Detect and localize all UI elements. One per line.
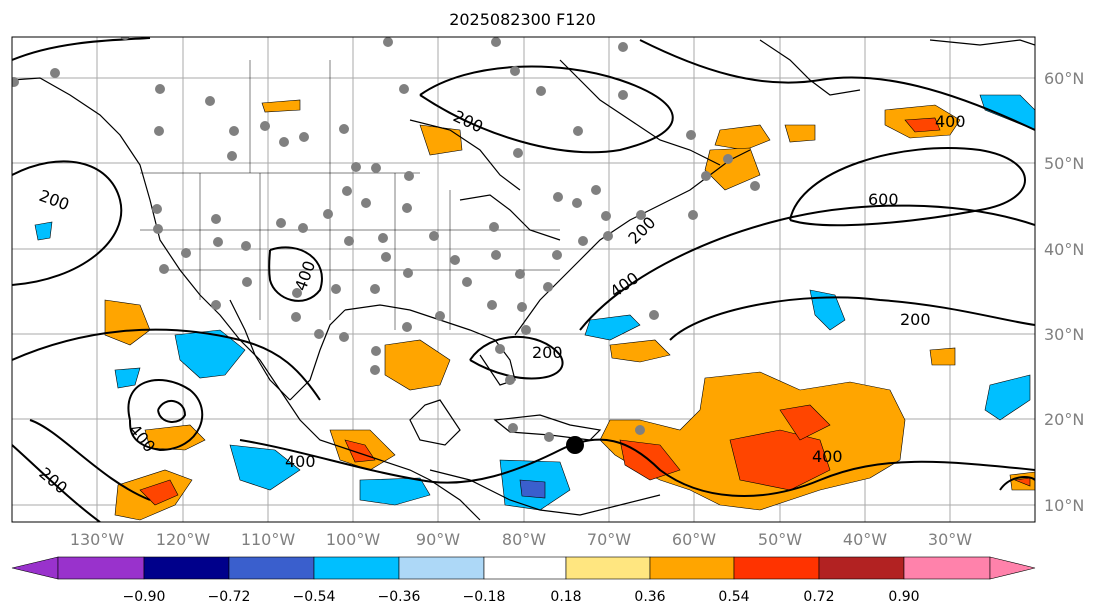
colorbar-tick: −0.36 [378,589,421,605]
lon-label: 30°W [928,530,972,549]
lat-label: 60°N [1044,69,1084,88]
colorbar-tick: −0.90 [123,589,166,605]
latitude-labels: 60°N 50°N 40°N 30°N 20°N 10°N [1044,69,1084,515]
colorbar-segment [483,556,567,580]
colorbar-segment [903,556,991,580]
lat-label: 40°N [1044,240,1084,259]
colorbar-segment [228,556,315,580]
colorbar-tick: 0.54 [718,589,749,605]
colorbar-segment [57,556,145,580]
lon-label: 70°W [587,530,631,549]
contour-label: 400 [812,447,843,466]
colorbar-tick: 0.36 [634,589,665,605]
contours [12,37,1035,522]
colorbar-tick: −0.54 [293,589,336,605]
colorbar-tick: 0.90 [888,589,919,605]
colorbar [11,556,1036,580]
map-title: 2025082300 F120 [449,10,596,29]
lat-label: 30°N [1044,325,1084,344]
state-borders [140,60,560,330]
lat-label: 50°N [1044,154,1084,173]
lon-label: 130°W [70,530,125,549]
contour-label: 200 [532,343,563,362]
contour-label: 600 [868,190,899,209]
lon-label: 110°W [241,530,296,549]
colorbar-segment [649,556,735,580]
storm-marker [566,436,584,454]
lon-label: 50°W [758,530,802,549]
colorbar-segment [733,556,820,580]
station-dots [12,37,760,442]
colorbar-tick: 0.18 [550,589,581,605]
lat-label: 20°N [1044,410,1084,429]
lon-label: 40°W [843,530,887,549]
colorbar-segment [11,556,59,580]
lat-label: 10°N [1044,496,1084,515]
longitude-labels: 130°W 120°W 110°W 100°W 90°W 80°W 70°W 6… [70,530,972,549]
contour-label: 200 [900,310,931,329]
colorbar-tick: −0.72 [208,589,251,605]
colorbar-segment [143,556,230,580]
colorbar-ticks: −0.90 −0.72 −0.54 −0.36 −0.18 0.18 0.36 … [123,589,920,605]
colorbar-tick: −0.18 [463,589,506,605]
shaded-field [34,94,1035,521]
lon-label: 120°W [156,530,211,549]
colorbar-segment [565,556,651,580]
colorbar-tick: 0.72 [803,589,834,605]
lon-label: 90°W [416,530,460,549]
contour-label: 400 [935,112,966,131]
contour-labels: 200 200 200 200 400 400 400 600 200 200 … [35,106,965,497]
contour-label: 400 [285,452,316,471]
colorbar-segment [398,556,485,580]
map-frame [11,36,1036,523]
map-area: 200 200 200 200 400 400 400 600 200 200 … [12,37,1035,522]
colorbar-segment [313,556,400,580]
lon-label: 60°W [672,530,716,549]
colorbar-segment [818,556,905,580]
lon-label: 100°W [326,530,381,549]
colorbar-segment [989,556,1036,580]
lon-label: 80°W [502,530,546,549]
